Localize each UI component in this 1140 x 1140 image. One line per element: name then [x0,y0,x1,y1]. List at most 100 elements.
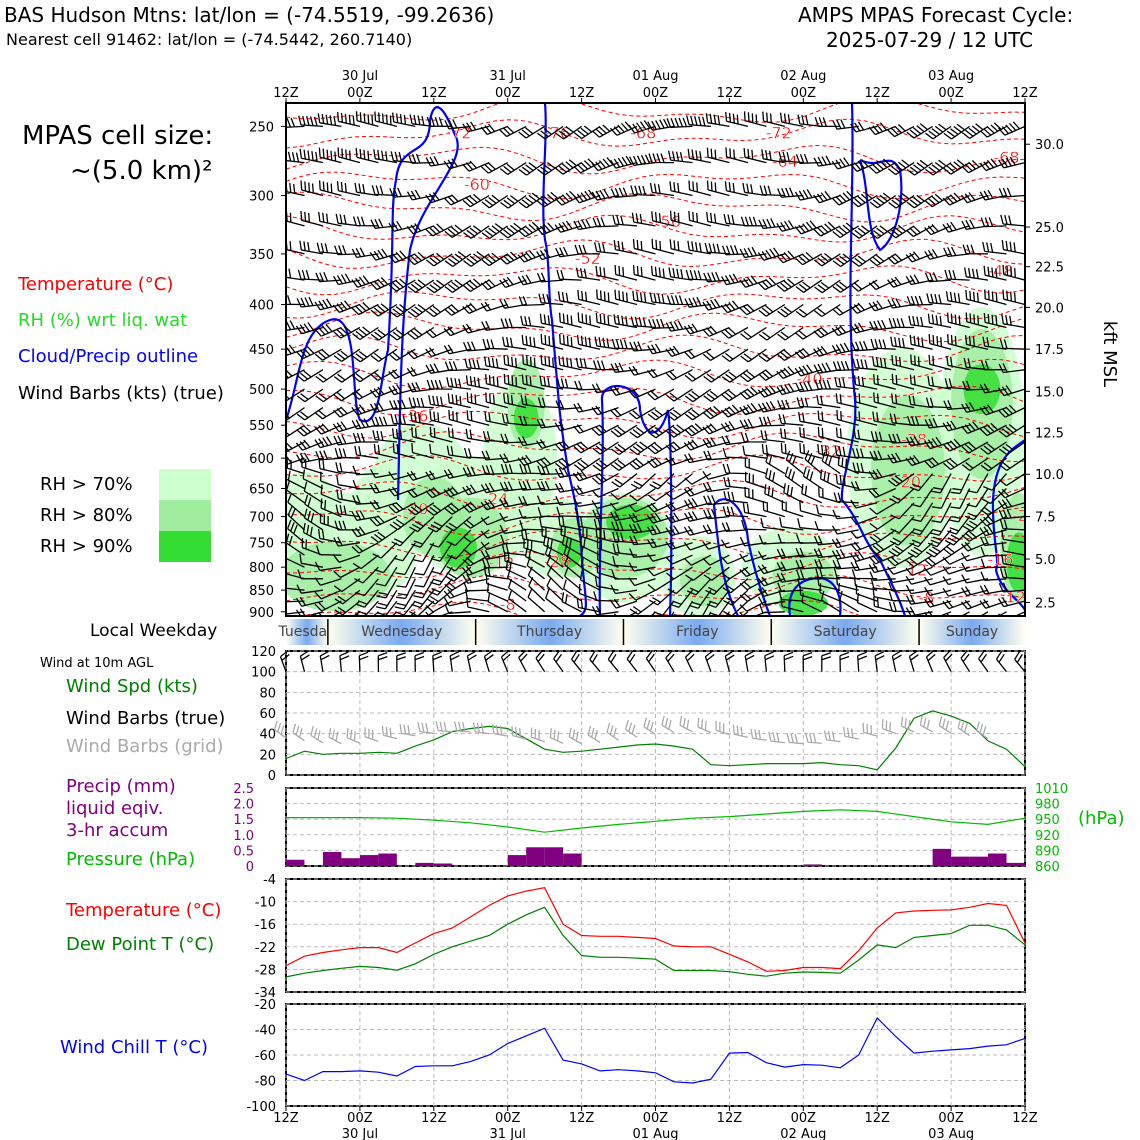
wind-barb [776,220,804,232]
wind-barb [924,436,952,450]
wind-barbs-grid-label: Wind Barbs (grid) [66,736,224,757]
wind-barb [979,422,1007,437]
wind-barb [447,427,471,443]
kft-tick-label: 17.5 [1035,343,1064,358]
wind-barb [444,279,472,293]
wind-barb [820,590,841,613]
wind-barb [574,380,601,391]
wind-barb [908,395,933,409]
wind-barb [813,303,841,318]
wind-barb [517,436,545,447]
wind-barb [319,513,342,531]
wind-barb [720,300,749,314]
wind-barb [702,298,730,311]
wind-barb [443,158,471,170]
wind-barb [518,192,545,209]
wind-barb [318,180,342,197]
wind-barb [814,379,841,390]
wind-barb [333,388,361,402]
wind-barb [851,225,878,239]
precip-bar [951,856,970,866]
wind-barb [765,468,786,490]
wind-barb [449,651,460,672]
temperature-contour [286,291,1025,320]
wind-barb [320,484,342,504]
wind-barb [669,239,693,255]
wind-barb [924,587,952,597]
wind-barb [286,240,305,255]
wind-barb [998,582,1025,593]
wind-barb [649,292,675,306]
wind-barb [614,289,638,306]
wind-barb [628,457,656,470]
wind-barb [964,334,989,350]
wind-barb [740,369,767,383]
wind-barb [998,363,1025,374]
wind-barb [481,558,508,569]
wind-barb [369,515,398,527]
wind-barb [739,418,767,430]
wind-barb [407,502,435,516]
wind-barb [794,220,823,235]
wind-barb [725,147,749,164]
wind-barb [549,728,564,744]
wind-barb [647,538,675,549]
wind-barb [335,462,360,475]
wind-barb [286,454,305,466]
wind-barb [630,473,656,490]
wind-barb [503,373,527,390]
wind-barb [960,599,989,610]
wind-barb [851,340,878,352]
wind-panel-y-tick: 60 [259,707,276,722]
wind-barb [851,448,878,459]
weekday-label: Saturday [814,624,877,640]
wind-barb [537,161,564,176]
wind-barb [721,348,749,362]
wind-barb [443,486,472,498]
wind-barb [487,592,508,613]
wind-barb [425,252,453,267]
wind-barb [297,269,323,281]
wind-barb [286,327,287,329]
wind-barb [739,578,767,591]
wind-barb [739,600,767,612]
wind-barb [1014,650,1026,673]
wind-barb [573,125,601,140]
wind-barb [500,194,527,209]
temperature-label: -68 [993,148,1019,167]
wind-barb [624,720,638,738]
wind-barb [296,369,324,382]
wind-barb [646,566,675,577]
wind-barb [869,502,897,515]
wind-barb [919,715,933,733]
wind-barb [835,575,859,591]
legend-wind-barbs: Wind Barbs (kts) (true) [18,383,224,404]
wind-barb [776,572,804,583]
wind-barb [296,452,324,464]
wind-barb [643,717,656,736]
wind-barb [762,500,785,518]
legend-rh70-label: RH > 70% [40,474,133,495]
wind-barb [287,506,305,531]
wind-barb [445,566,472,582]
wind-barb [610,584,638,595]
wind-barb [778,151,804,164]
wind-barb [910,516,934,536]
wind-barb [480,515,508,526]
wind-barb [815,504,841,518]
wind-barb [369,483,398,494]
bottom-time-tick-label: 12Z [273,1111,299,1126]
wind-barb [370,416,397,427]
wind-barb [758,303,786,317]
wind-barb [429,529,453,548]
wind-barb [739,589,767,602]
wind-barb [741,611,749,616]
top-time-tick-label: 00Z [643,86,669,101]
wind-barb [333,348,361,362]
wind-barb [428,394,453,409]
wind-barb [1001,314,1025,329]
wind-barb [647,118,675,131]
wind-barb [462,554,490,567]
temperature-panel-y-tick: -34 [255,986,276,1001]
wind-barb [813,362,841,374]
